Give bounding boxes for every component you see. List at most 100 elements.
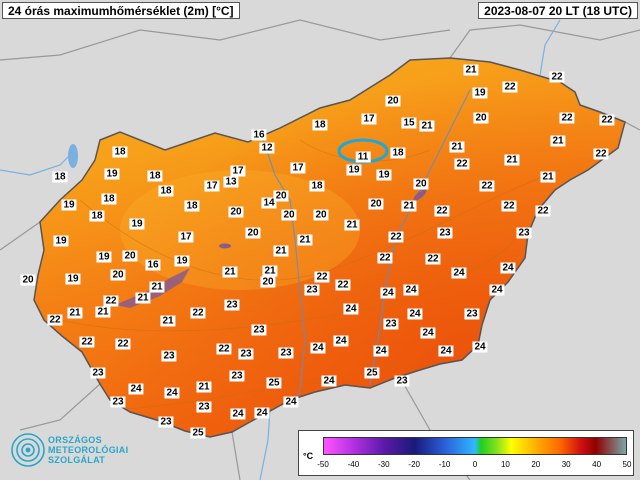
station-value: 18	[101, 193, 117, 205]
station-value: 24	[333, 335, 349, 347]
station-value: 13	[223, 176, 239, 188]
station-value: 22	[454, 158, 470, 170]
station-value: 21	[401, 200, 417, 212]
station-value: 21	[463, 64, 479, 76]
station-value: 23	[110, 396, 126, 408]
station-value: 22	[335, 279, 351, 291]
station-value: 24	[128, 383, 144, 395]
map-timestamp: 2023-08-07 20 LT (18 UTC)	[478, 2, 638, 19]
station-value: 18	[112, 146, 128, 158]
station-value: 23	[161, 350, 177, 362]
station-value: 24	[407, 308, 423, 320]
station-value: 24	[380, 287, 396, 299]
legend-tick: -40	[347, 460, 360, 469]
legend-unit: °C	[303, 451, 314, 461]
station-value: 24	[500, 262, 516, 274]
station-value: 18	[89, 210, 105, 222]
station-value: 23	[437, 227, 453, 239]
station-value: 19	[346, 164, 362, 176]
station-value: 22	[190, 307, 206, 319]
station-value: 21	[344, 219, 360, 231]
station-value: 21	[419, 120, 435, 132]
station-value: 23	[238, 348, 254, 360]
legend-tick: 20	[531, 460, 541, 469]
station-value: 22	[425, 253, 441, 265]
station-value: 19	[96, 251, 112, 263]
station-value: 24	[321, 375, 337, 387]
station-value: 19	[65, 273, 81, 285]
station-value: 19	[53, 235, 69, 247]
station-value: 22	[314, 271, 330, 283]
station-value: 19	[472, 87, 488, 99]
station-value: 22	[388, 231, 404, 243]
station-value: 20	[260, 276, 276, 288]
station-value: 22	[103, 295, 119, 307]
station-value: 22	[549, 71, 565, 83]
legend-tick: -20	[408, 460, 420, 469]
station-value: 22	[434, 205, 450, 217]
logo-line-2: METEOROLÓGIAI	[48, 445, 129, 455]
map-title: 24 órás maximumhőmérséklet (2m) [°C]	[2, 2, 240, 19]
station-value: 22	[501, 200, 517, 212]
station-value: 23	[394, 375, 410, 387]
station-value: 18	[312, 119, 328, 131]
legend-tick: 0	[472, 460, 478, 469]
legend-tick: 50	[622, 460, 632, 469]
station-value: 21	[135, 292, 151, 304]
station-value: 23	[516, 227, 532, 239]
station-value: 24	[451, 267, 467, 279]
station-value: 21	[297, 234, 313, 246]
station-value: 20	[228, 206, 244, 218]
station-value: 22	[559, 112, 575, 124]
station-value: 17	[178, 231, 194, 243]
rivers-outside	[0, 19, 561, 480]
station-value: 23	[278, 347, 294, 359]
station-value: 15	[401, 117, 417, 129]
station-value: 21	[95, 306, 111, 318]
station-value: 23	[304, 284, 320, 296]
station-value: 21	[273, 245, 289, 257]
station-value: 22	[377, 252, 393, 264]
station-value: 18	[147, 170, 163, 182]
station-value: 25	[266, 377, 282, 389]
omsz-logo: ORSZÁGOS METEOROLÓGIAI SZOLGÁLAT	[8, 428, 148, 476]
station-value: 22	[47, 314, 63, 326]
station-value: 23	[383, 318, 399, 330]
station-value: 17	[290, 162, 306, 174]
station-value: 16	[145, 259, 161, 271]
station-value: 23	[464, 308, 480, 320]
country-borders	[0, 19, 640, 480]
station-value: 21	[540, 171, 556, 183]
station-value: 23	[90, 367, 106, 379]
station-value: 19	[174, 255, 190, 267]
station-value: 17	[230, 165, 246, 177]
station-value: 16	[251, 129, 267, 141]
logo-line-3: SZOLGÁLAT	[48, 455, 106, 465]
color-legend: °C -50 -40 -30 -20 -10 0 10 20 30 40 50	[298, 430, 634, 476]
station-value: 24	[403, 284, 419, 296]
lake-balaton	[115, 268, 190, 308]
station-value: 23	[158, 416, 174, 428]
station-value: 21	[196, 381, 212, 393]
station-value: 20	[413, 178, 429, 190]
station-value: 21	[67, 307, 83, 319]
station-value: 18	[390, 147, 406, 159]
station-value: 18	[184, 200, 200, 212]
station-value: 20	[368, 198, 384, 210]
station-value: 22	[216, 343, 232, 355]
station-value: 12	[259, 142, 275, 154]
legend-tick: -30	[378, 460, 390, 469]
station-value: 22	[593, 148, 609, 160]
lake-neusiedl	[68, 144, 78, 168]
station-value: 19	[376, 169, 392, 181]
logo-line-1: ORSZÁGOS	[48, 435, 102, 445]
station-value: 22	[502, 81, 518, 93]
station-value: 22	[599, 114, 615, 126]
station-value: 20	[273, 190, 289, 202]
station-value: 22	[535, 205, 551, 217]
station-value: 20	[20, 274, 36, 286]
station-value: 20	[313, 209, 329, 221]
station-value: 23	[229, 370, 245, 382]
station-value: 24	[489, 284, 505, 296]
